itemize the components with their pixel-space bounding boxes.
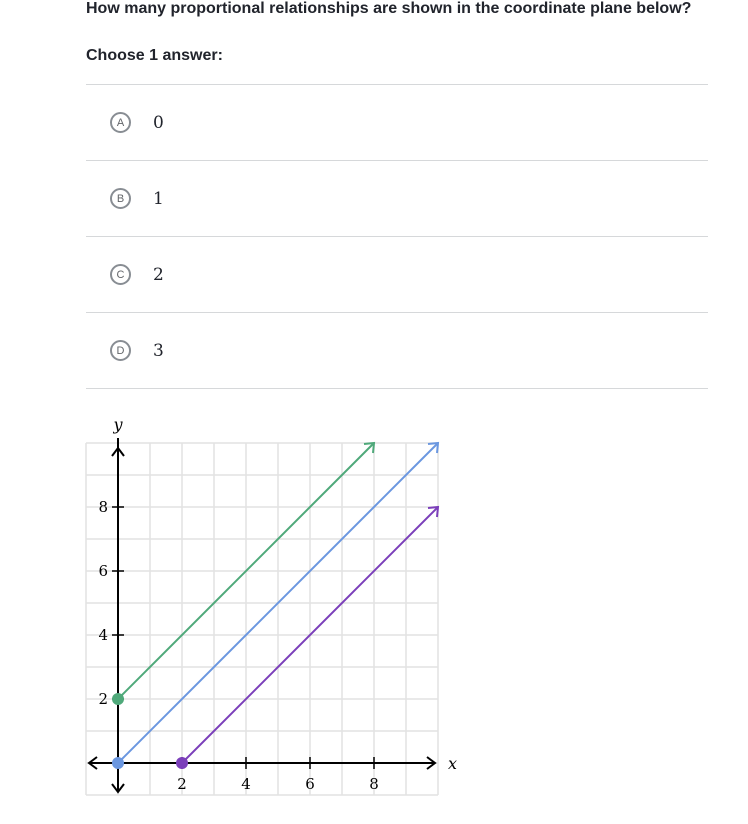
choice-value: 0 (153, 112, 164, 133)
choice-value: 1 (153, 188, 164, 209)
choice-value: 2 (153, 264, 164, 285)
y-axis-up-arrow (111, 446, 125, 457)
series-start-point-0 (112, 693, 124, 705)
series-line-0 (117, 442, 375, 700)
question-text: How many proportional relationships are … (86, 0, 692, 17)
choice-letter: A (110, 112, 131, 133)
choice-value: 3 (153, 340, 164, 361)
y-tick-label: 4 (98, 626, 108, 644)
choice-letter: D (110, 340, 131, 361)
series-line-2 (181, 506, 439, 764)
choice-letter: C (110, 264, 131, 285)
coordinate-plane: 2 4 6 8 2 4 6 8 x y (85, 415, 457, 796)
instruction: Choose 1 answer: (86, 47, 223, 64)
series-start-point-1 (112, 757, 124, 769)
x-tick-label: 2 (177, 775, 187, 793)
x-axis-right-arrow (426, 756, 437, 770)
series-start-point-2 (176, 757, 188, 769)
y-tick-label: 8 (98, 498, 108, 516)
series-arrow-0 (363, 441, 376, 454)
x-tick-label: 4 (241, 775, 251, 793)
x-axis-label: x (448, 754, 457, 773)
series-arrow-2 (427, 505, 440, 518)
series-line-1 (117, 442, 439, 764)
y-axis-down-arrow (111, 783, 125, 794)
x-tick-label: 8 (369, 775, 379, 793)
x-axis-left-arrow (87, 756, 98, 770)
y-tick-label: 2 (98, 690, 108, 708)
x-tick-label: 6 (305, 775, 315, 793)
y-axis-label: y (112, 415, 123, 434)
choice-letter: B (110, 188, 131, 209)
series-arrow-1 (427, 441, 440, 454)
y-tick-label: 6 (98, 562, 108, 580)
